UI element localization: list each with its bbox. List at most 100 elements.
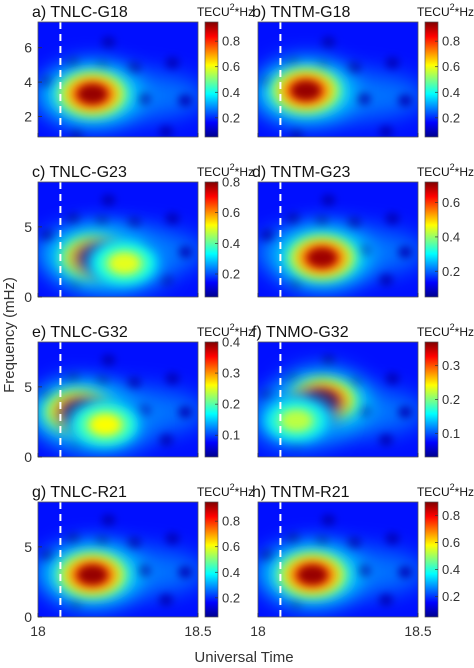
colorbar-tick-label: 0.2 <box>222 397 240 412</box>
heatmap-area <box>258 502 418 617</box>
power-blob <box>260 60 352 121</box>
y-tick-label: 4 <box>24 74 32 90</box>
colorbar-tick-label: 0.6 <box>222 205 240 220</box>
low-power-spot <box>321 354 336 367</box>
low-power-spot <box>289 129 304 137</box>
low-power-spot <box>315 215 329 228</box>
power-blob <box>59 394 152 455</box>
low-power-spot <box>165 532 180 545</box>
heatmap-area <box>38 342 198 457</box>
colorbar-unit-label: TECU2*Hz <box>197 2 254 19</box>
colorbar-scale <box>424 181 439 298</box>
low-power-spot <box>136 92 151 105</box>
low-power-spot <box>101 354 116 367</box>
power-blob <box>46 544 139 605</box>
colorbar-tick-label: 0.2 <box>442 110 460 125</box>
colorbar-scale <box>204 181 219 298</box>
colorbar: 0.2 0.4 0.6 0.8 TECU2*Hz <box>197 482 254 618</box>
panel-title: b) TNTM-G18 <box>252 4 350 21</box>
colorbar-unit-label: TECU2*Hz <box>197 322 254 339</box>
low-power-spot <box>286 532 301 545</box>
low-power-spot <box>101 36 116 49</box>
low-power-spot <box>136 564 151 577</box>
colorbar: 0.2 0.4 0.6 0.8 TECU2*Hz <box>197 2 254 138</box>
colorbar-tick-label: 0.6 <box>442 195 460 210</box>
low-power-spot <box>127 61 141 74</box>
heatmap-area <box>38 182 198 297</box>
low-power-spot <box>66 56 81 69</box>
low-power-spot <box>95 535 109 548</box>
colorbar-tick-label: 0.2 <box>222 110 240 125</box>
low-power-spot <box>398 566 413 579</box>
low-power-spot <box>101 194 116 207</box>
y-tick-label: 0 <box>24 449 32 465</box>
colorbar-tick-label: 0.2 <box>222 267 240 282</box>
low-power-spot <box>379 125 393 137</box>
colorbar-tick-label: 0.4 <box>222 236 240 251</box>
plot-frame <box>37 341 199 458</box>
panel-8: h) TNTM-R21 18 18.5 0.2 0.4 0.6 0.8 TECU2*Hz <box>250 482 474 639</box>
y-axis-label: Frequency (mHz) <box>1 277 18 393</box>
colorbar-tick-label: 0.4 <box>222 565 240 580</box>
low-power-spot <box>347 536 361 549</box>
colorbar-tick-label: 0.4 <box>442 229 460 244</box>
colorbar-tick-label: 0.3 <box>442 358 460 373</box>
x-tick-label: 18 <box>250 623 266 639</box>
panel-title: e) TNLC-G32 <box>32 324 128 341</box>
low-power-spot <box>178 566 193 579</box>
colorbar-tick-label: 0.4 <box>222 335 240 350</box>
panel-title: c) TNLC-G23 <box>32 164 127 181</box>
power-blob <box>258 390 343 451</box>
low-power-spot <box>127 376 141 389</box>
low-power-spot <box>40 229 55 242</box>
x-tick-label: 18.5 <box>184 623 211 639</box>
power-blob <box>46 64 139 125</box>
plot-frame <box>37 21 199 138</box>
low-power-spot <box>159 434 173 447</box>
low-power-spot <box>95 375 109 388</box>
colorbar-tick-label: 0.2 <box>442 589 460 604</box>
panel-6: f) TNMO-G32 0.1 0.2 0.3 TECU2*Hz <box>252 322 474 458</box>
heatmap-area <box>258 22 418 137</box>
colorbar: 0.1 0.2 0.3 TECU2*Hz <box>417 322 474 458</box>
panel-2: b) TNTM-G18 0.2 0.4 0.6 0.8 TECU2*Hz <box>252 2 474 138</box>
panel-4: d) TNTM-G23 0.2 0.4 0.6 TECU2*Hz <box>252 162 474 298</box>
colorbar-scale <box>204 341 219 458</box>
low-power-spot <box>260 229 275 242</box>
low-power-spot <box>385 212 400 225</box>
y-tick-label: 0 <box>24 289 32 305</box>
plot-frame <box>257 21 419 138</box>
panel-title: d) TNTM-G23 <box>252 164 350 181</box>
low-power-spot <box>286 212 301 225</box>
colorbar-tick-label: 0.6 <box>222 539 240 554</box>
colorbar-scale <box>424 21 439 138</box>
heatmap-area <box>258 182 418 297</box>
low-power-spot <box>347 216 361 229</box>
low-power-spot <box>165 212 180 225</box>
low-power-spot <box>178 246 193 259</box>
low-power-spot <box>178 406 193 419</box>
heatmap-area <box>38 502 198 617</box>
colorbar-unit-label: TECU2*Hz <box>417 482 474 499</box>
colorbar-scale <box>424 501 439 618</box>
power-blob <box>266 544 359 605</box>
colorbar-tick-label: 0.6 <box>222 59 240 74</box>
x-axis-label: Universal Time <box>194 649 293 666</box>
colorbar: 0.2 0.4 0.6 0.8 TECU2*Hz <box>417 2 474 138</box>
panel-title: g) TNLC-R21 <box>32 484 127 501</box>
low-power-spot <box>101 514 116 527</box>
plot-frame <box>257 341 419 458</box>
colorbar-tick-label: 0.4 <box>442 85 460 100</box>
low-power-spot <box>66 212 81 225</box>
low-power-spot <box>315 535 329 548</box>
colorbar-unit-label: TECU2*Hz <box>197 162 254 179</box>
colorbar: 0.2 0.4 0.6 0.8 TECU2*Hz <box>417 482 474 618</box>
low-power-spot <box>321 194 336 207</box>
low-power-spot <box>379 274 393 287</box>
low-power-spot <box>321 36 336 49</box>
colorbar-tick-label: 0.2 <box>442 264 460 279</box>
low-power-spot <box>385 56 400 69</box>
